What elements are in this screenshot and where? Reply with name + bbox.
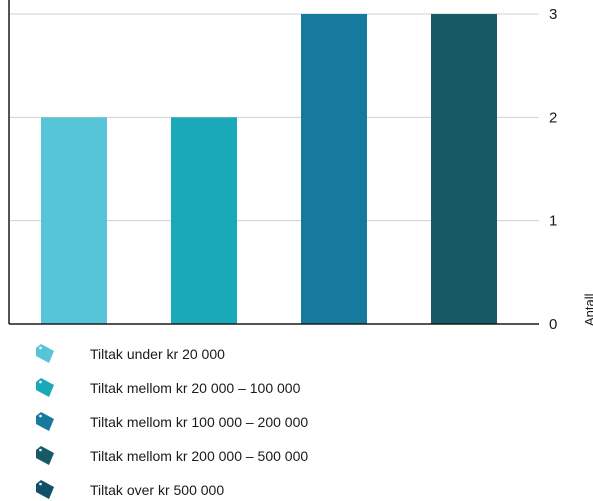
legend-item: Tiltak over kr 500 000	[32, 479, 552, 501]
legend-label: Tiltak over kr 500 000	[90, 482, 225, 498]
legend-label: Tiltak mellom kr 20 000 – 100 000	[90, 380, 301, 396]
bar	[301, 14, 367, 324]
y-tick-label: 1	[549, 213, 557, 230]
legend-label: Tiltak under kr 20 000	[90, 346, 225, 362]
bars	[41, 14, 497, 324]
legend-label: Tiltak mellom kr 100 000 – 200 000	[90, 414, 309, 430]
legend-item: Tiltak mellom kr 200 000 – 500 000	[32, 445, 552, 467]
y-tick-label: 0	[549, 316, 557, 333]
legend-label: Tiltak mellom kr 200 000 – 500 000	[90, 448, 309, 464]
legend-item: Tiltak mellom kr 20 000 – 100 000	[32, 377, 552, 399]
legend-item: Tiltak under kr 20 000	[32, 343, 552, 365]
bar	[431, 14, 497, 324]
bar	[41, 117, 107, 324]
price-tag-icon	[36, 480, 54, 499]
axes	[8, 0, 539, 325]
bar	[171, 117, 237, 324]
price-tag-icon	[36, 378, 54, 397]
bar-chart: 0 1 2 3 Antall	[8, 0, 593, 333]
y-tick-label: 3	[549, 6, 557, 23]
y-tick-labels: 0 1 2 3	[549, 6, 557, 333]
price-tag-icon	[36, 344, 54, 363]
price-tag-icon	[36, 412, 54, 431]
y-tick-label: 2	[549, 109, 557, 126]
legend: Tiltak under kr 20 000 Tiltak mellom kr …	[32, 343, 552, 501]
y-axis-title: Antall	[582, 293, 593, 326]
legend-item: Tiltak mellom kr 100 000 – 200 000	[32, 411, 552, 433]
price-tag-icon	[36, 446, 54, 465]
